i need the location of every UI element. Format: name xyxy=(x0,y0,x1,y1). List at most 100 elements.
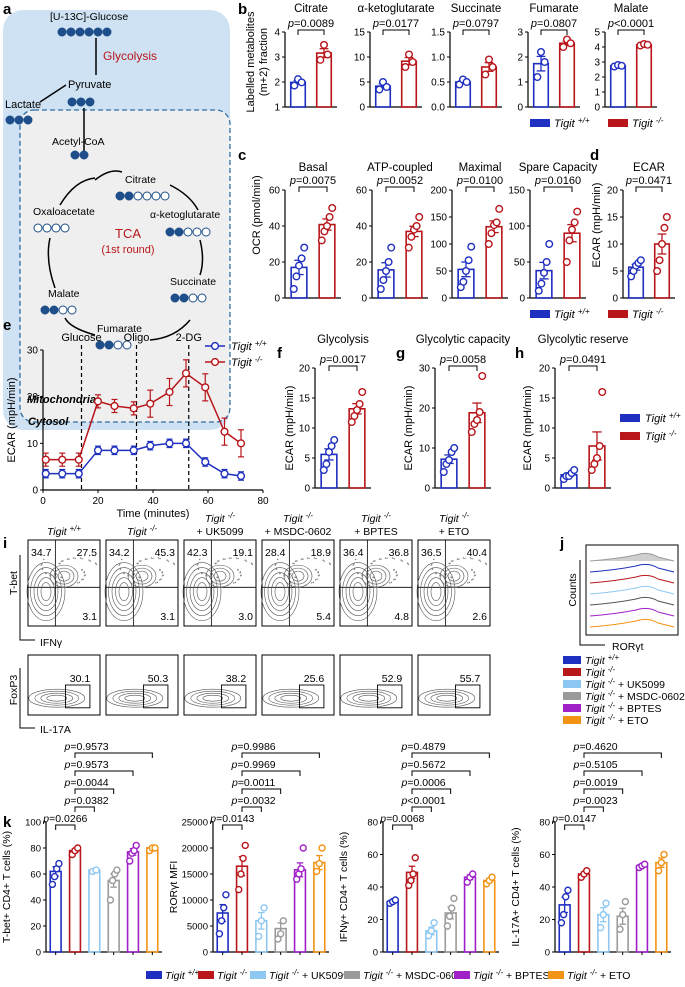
event-dot xyxy=(206,575,208,577)
event-dot xyxy=(294,560,297,562)
event-dot xyxy=(162,574,164,576)
event-dot xyxy=(302,558,304,560)
legend-swatch xyxy=(608,119,628,127)
p-value: p=0.0011 xyxy=(231,777,275,789)
y-tick-label: 60 xyxy=(356,186,368,197)
carbon-atom xyxy=(133,191,143,201)
y-tick-label: 0 xyxy=(203,948,208,959)
carbon-atom xyxy=(66,27,76,37)
y-axis-label: IL-17A+ CD4+ T cells (%) xyxy=(510,827,522,946)
sig-bracket xyxy=(411,752,490,758)
carbon-atom xyxy=(188,293,198,303)
flow-plot xyxy=(183,539,257,627)
event-dot xyxy=(452,560,454,562)
contour xyxy=(37,577,55,606)
data-point xyxy=(146,441,155,450)
event-dot xyxy=(478,559,480,561)
p-value: p=0.4620 xyxy=(573,741,618,753)
sig-bracket xyxy=(241,752,320,758)
event-dot xyxy=(139,576,141,579)
y-tick-label: 10000 xyxy=(182,896,208,907)
contour xyxy=(118,582,130,601)
legend-swatch xyxy=(530,119,550,127)
p-value: p=0.9969 xyxy=(231,759,276,771)
data-point xyxy=(93,446,103,455)
legend-swatch xyxy=(608,310,628,318)
data-point xyxy=(488,873,496,881)
event-dot xyxy=(456,558,459,560)
carbon-atom xyxy=(33,223,43,233)
event-dot xyxy=(228,557,231,559)
y-tick-label: 80 xyxy=(367,818,378,829)
event-label: 2-DG xyxy=(176,332,202,344)
contour xyxy=(274,692,308,704)
genotype-label: Tigit -/- xyxy=(231,355,263,370)
event-dot xyxy=(60,586,63,588)
contour xyxy=(30,567,62,616)
legend-swatch xyxy=(563,716,581,724)
data-point xyxy=(448,904,456,912)
bar xyxy=(313,861,326,953)
event-dot xyxy=(237,557,239,560)
y-tick-label: 5 xyxy=(359,78,365,89)
p-value: p<0.0001 xyxy=(401,795,446,807)
contour xyxy=(196,692,230,704)
carbon-atom xyxy=(93,27,103,37)
data-point xyxy=(445,912,454,920)
genotype-label: Tigit -/- xyxy=(127,524,157,539)
event-dot xyxy=(384,557,387,559)
genotype-label: Tigit -/- + BPTES xyxy=(585,701,662,716)
event-dot xyxy=(238,578,240,580)
bar xyxy=(577,873,591,953)
event-dot xyxy=(119,568,122,570)
event-dot xyxy=(211,576,213,578)
event-dot xyxy=(380,558,382,560)
panel-letter: b xyxy=(238,1,247,18)
contour xyxy=(104,562,144,621)
data-point xyxy=(126,857,134,865)
cycle-label: (1st round) xyxy=(101,244,154,256)
event-dot xyxy=(353,568,356,570)
sig-bracket xyxy=(241,770,301,776)
event-dot xyxy=(297,586,299,588)
p-value: p=0.0006 xyxy=(401,777,446,789)
data-point xyxy=(289,285,298,294)
event-dot xyxy=(453,586,455,588)
contour xyxy=(115,577,133,606)
event-dot xyxy=(312,581,315,584)
data-point xyxy=(616,925,624,933)
y-axis-label: RORγt MFI xyxy=(168,861,180,914)
contour xyxy=(416,562,456,621)
legend-marker xyxy=(210,341,220,351)
y-tick-label: 20 xyxy=(356,258,368,269)
data-point xyxy=(322,460,331,469)
y-tick-label: 40 xyxy=(269,222,281,233)
event-dot xyxy=(83,571,86,573)
data-point xyxy=(254,932,263,941)
event-dot xyxy=(152,557,154,560)
genotype-label: Tigit -/- + MSDC-0602 xyxy=(585,689,685,704)
genotype-label: Tigit -/- + UK5099 xyxy=(269,968,349,983)
event-dot xyxy=(173,563,176,566)
contour xyxy=(40,692,74,704)
data-point xyxy=(358,388,367,397)
y-tick-label: 10 xyxy=(354,53,366,64)
p-value: p=0.5672 xyxy=(401,759,446,771)
event-dot xyxy=(81,568,83,571)
data-point xyxy=(409,870,417,878)
data-point xyxy=(239,854,247,863)
y-tick-label: 60 xyxy=(269,186,281,197)
data-point xyxy=(279,917,288,925)
x-tick-label: 40 xyxy=(147,496,159,507)
metabolite-label: Oxaloacetate xyxy=(33,206,95,218)
sig-bracket xyxy=(411,806,432,812)
y-tick-label: 10 xyxy=(539,424,551,435)
contour xyxy=(291,570,305,582)
data-point xyxy=(316,55,325,64)
y-tick-label: 80 xyxy=(30,844,41,855)
event-dot xyxy=(275,567,278,569)
data-point xyxy=(323,221,332,230)
event-dot xyxy=(458,558,460,560)
data-point xyxy=(312,867,321,876)
